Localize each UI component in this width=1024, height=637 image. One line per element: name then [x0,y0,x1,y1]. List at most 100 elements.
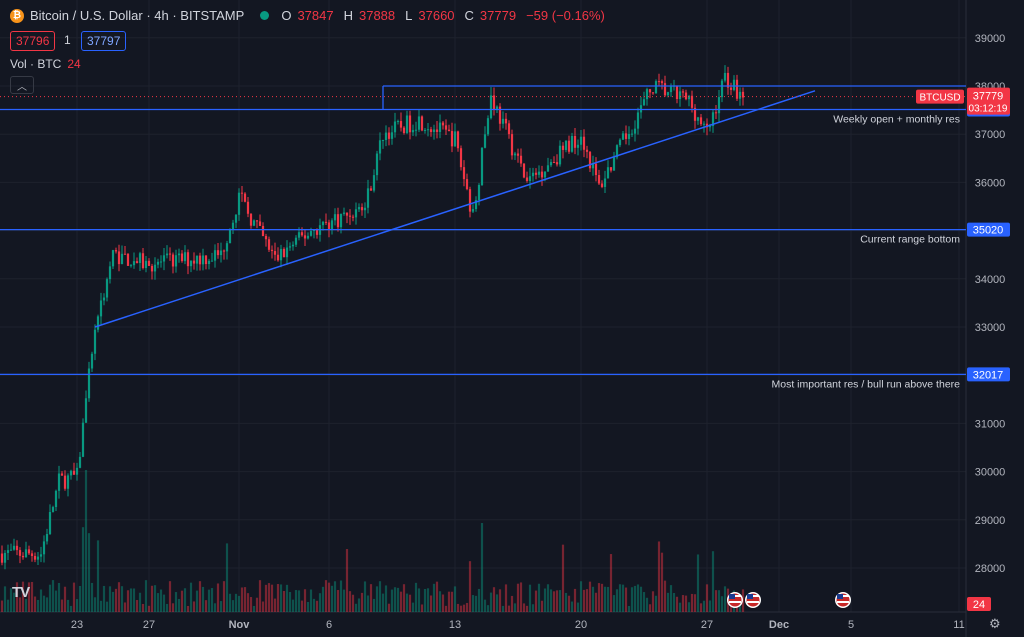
candle-body [603,178,607,187]
volume-bar [216,583,220,612]
close-label: C [464,8,474,23]
candle-body [366,188,370,208]
candle-body [405,115,409,134]
candle-body [579,136,583,145]
volume-bar [78,585,82,612]
candle-body [21,555,25,558]
candle-body [249,213,253,226]
candle-body [648,89,652,93]
candle-body [639,105,643,113]
candle-body [9,549,13,551]
candle-body [30,553,34,557]
candle-body [285,247,289,258]
candle-body [690,95,694,108]
candle-body [474,200,478,210]
sell-price-button[interactable]: 37796 [10,31,56,51]
candle-body [186,252,190,267]
candle-body [591,163,595,169]
volume-bar [219,601,223,612]
y-tick-label: 29000 [975,515,1006,527]
candle-body [48,511,52,534]
volume-bar [675,596,679,612]
candle-body [498,106,502,124]
candle-body [645,89,649,100]
candle-body [168,253,172,255]
volume-bar [336,590,340,612]
volume-bar [258,580,262,612]
volume-bar [42,595,46,612]
candle-body [627,133,631,139]
candle-body [468,189,472,212]
candle-body [45,533,49,542]
candle-body [360,207,364,211]
candle-body [309,231,313,236]
volume-bar [153,585,157,612]
volume-bar [672,593,676,612]
candle-body [597,175,601,184]
candle-body [123,253,127,255]
us-flag-event-icon [837,594,843,599]
volume-bar [555,590,559,612]
volume-bar [402,584,406,612]
symbol-title[interactable]: Bitcoin / U.S. Dollar · 4h · BITSTAMP [30,8,245,23]
candle-body [696,117,700,121]
buy-price-button[interactable]: 37797 [81,31,127,51]
candle-body [18,550,22,556]
volume-bar [276,584,280,612]
candle-body [342,212,346,214]
volume-bar [330,585,334,612]
candle-body [654,81,658,94]
candle-body [390,132,394,139]
volume-bar [24,598,28,612]
candle-body [657,81,661,83]
candle-body [165,253,169,256]
volume-bar [408,594,412,612]
candle-body [444,125,448,130]
candle-body [294,237,298,245]
y-tick-label: 31000 [975,418,1006,430]
candle-body [276,254,280,261]
volume-bar [261,601,265,612]
candle-body [612,157,616,171]
volume-bar [645,597,649,612]
us-flag-event-icon [835,592,851,608]
candle-body [111,250,115,267]
candle-body [531,172,535,177]
volume-bar [705,584,709,612]
volume-bar [309,589,313,612]
candle-body [234,214,238,223]
y-tick-label: 39000 [975,33,1006,45]
candle-body [330,220,334,230]
volume-bar [660,552,664,612]
candle-body [321,221,325,226]
candle-body [717,97,721,114]
x-tick-label: 27 [143,619,155,631]
volume-bar [9,588,13,612]
volume-bar [156,593,160,612]
volume-bar [624,587,628,612]
volume-bar [111,591,115,612]
gear-icon[interactable]: ⚙ [989,616,1001,631]
volume-bar [600,583,604,612]
volume-bar [375,586,379,612]
volume-bar [126,590,130,612]
volume-bar [528,584,532,612]
volume-bar [549,589,553,612]
volume-bar [366,595,370,612]
candle-body [117,251,121,265]
candle-body [384,132,388,141]
volume-bar [354,603,358,612]
volume-bar [93,597,97,612]
volume-bar [228,593,232,612]
volume-bar [177,598,181,612]
candle-body [327,222,331,230]
collapse-legend-button[interactable]: ︿ [10,76,34,94]
price-tag-label: 35020 [973,225,1004,237]
candles [0,65,745,570]
volume-bars [0,469,745,612]
volume-bar [741,589,745,612]
candle-body [90,353,94,369]
volume-bar [255,597,259,612]
order-quantity[interactable]: 1 [64,33,71,47]
